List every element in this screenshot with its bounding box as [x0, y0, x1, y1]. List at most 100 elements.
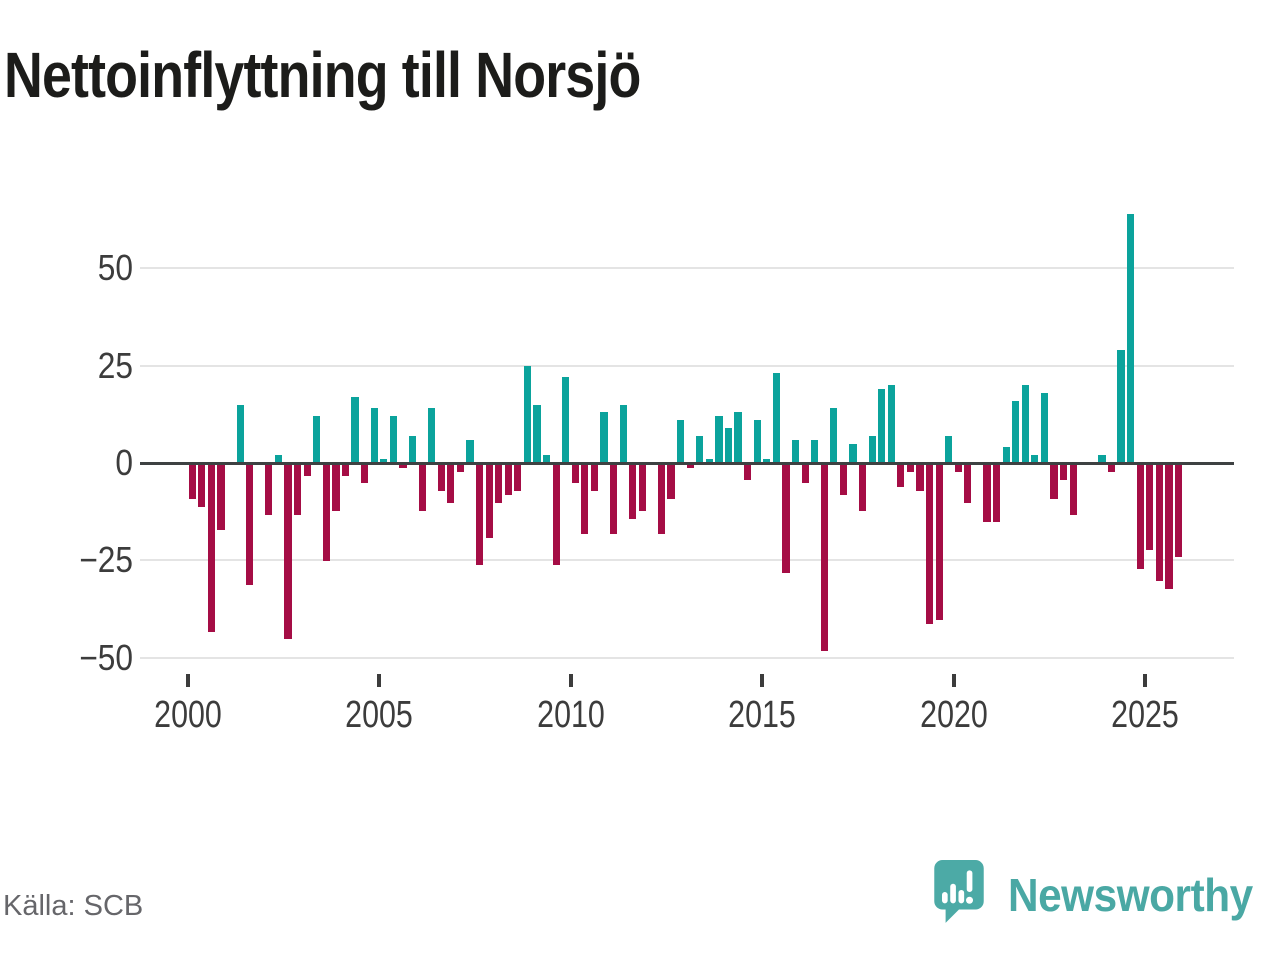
negative-bar — [571, 464, 579, 484]
negative-bar — [638, 464, 646, 511]
negative-bar — [495, 464, 503, 503]
x-axis-label: 2025 — [1111, 694, 1179, 736]
positive-bar — [724, 427, 733, 463]
x-axis-tick — [951, 674, 956, 687]
negative-bar — [341, 464, 350, 476]
positive-bar — [408, 435, 417, 463]
positive-bar — [1031, 455, 1039, 463]
negative-bar — [581, 464, 589, 535]
x-axis-tick — [568, 674, 573, 687]
positive-bar — [313, 416, 321, 463]
negative-bar — [629, 464, 637, 519]
positive-bar — [696, 435, 704, 463]
positive-bar — [1002, 447, 1010, 463]
negative-bar — [858, 464, 867, 511]
negative-bar — [964, 464, 972, 503]
positive-bar — [734, 412, 742, 463]
positive-bar — [772, 373, 780, 463]
negative-bar — [906, 464, 914, 472]
negative-bar — [744, 464, 752, 480]
negative-bar — [657, 464, 666, 535]
positive-bar — [600, 412, 608, 463]
grid-line — [140, 656, 1234, 659]
y-axis-label: 0 — [115, 442, 133, 483]
negative-bar — [820, 464, 828, 651]
negative-bar — [1060, 464, 1068, 480]
negative-bar — [1146, 464, 1154, 550]
positive-bar — [562, 377, 570, 463]
x-axis-tick — [760, 674, 764, 687]
negative-bar — [188, 464, 196, 500]
negative-bar — [1107, 464, 1116, 472]
positive-bar — [763, 459, 771, 463]
negative-bar — [1165, 464, 1173, 589]
positive-bar — [380, 459, 388, 463]
positive-bar — [945, 435, 953, 463]
positive-bar — [791, 439, 800, 463]
bar-chart-speech-bubble-icon — [932, 858, 986, 931]
positive-bar — [533, 404, 541, 463]
positive-bar — [1012, 400, 1020, 463]
newsworthy-wordmark: Newsworthy — [1008, 868, 1253, 921]
negative-bar — [1174, 464, 1183, 558]
positive-bar — [1021, 385, 1029, 463]
negative-bar — [667, 464, 675, 500]
positive-bar — [715, 416, 723, 463]
positive-bar — [370, 408, 378, 463]
negative-bar — [418, 464, 426, 511]
positive-bar — [1040, 392, 1049, 463]
source-note: Källa: SCB — [3, 890, 144, 922]
x-axis-label: 2005 — [345, 694, 413, 736]
x-axis-label: 2000 — [153, 694, 222, 736]
newsworthy-logo: Newsworthy — [932, 858, 1274, 931]
negative-bar — [485, 464, 493, 538]
y-axis-label: 50 — [97, 247, 133, 289]
page-title: Nettoinflyttning till Norsjö — [4, 39, 641, 111]
positive-bar — [878, 388, 886, 463]
positive-bar — [542, 455, 551, 463]
positive-bar — [811, 439, 819, 463]
y-axis-label: −25 — [79, 539, 133, 581]
negative-bar — [514, 464, 522, 492]
positive-bar — [1127, 213, 1135, 463]
negative-bar — [475, 464, 484, 566]
negative-bar — [399, 464, 407, 468]
negative-bar — [590, 464, 599, 492]
negative-bar — [246, 464, 254, 585]
positive-bar — [849, 443, 857, 463]
negative-bar — [782, 464, 790, 574]
negative-bar — [1050, 464, 1058, 500]
x-axis-label: 2020 — [919, 694, 988, 736]
x-axis-label: 2010 — [536, 694, 605, 736]
negative-bar — [198, 464, 206, 507]
negative-bar — [610, 464, 618, 535]
negative-bar — [447, 464, 455, 503]
negative-bar — [207, 464, 216, 632]
negative-bar — [954, 464, 962, 472]
negative-bar — [437, 464, 445, 492]
positive-bar — [753, 420, 761, 463]
grid-line — [140, 559, 1234, 562]
negative-bar — [686, 464, 694, 468]
negative-bar — [284, 464, 292, 640]
positive-bar — [1117, 350, 1125, 463]
positive-bar — [236, 404, 244, 463]
grid-line — [140, 267, 1234, 270]
y-axis-label: −50 — [79, 636, 133, 678]
negative-bar — [265, 464, 273, 515]
positive-bar — [619, 404, 627, 463]
negative-bar — [456, 464, 464, 472]
x-axis-tick — [377, 674, 381, 687]
negative-bar — [983, 464, 991, 523]
positive-bar — [428, 408, 436, 463]
positive-bar — [274, 455, 283, 463]
positive-bar — [466, 439, 474, 463]
negative-bar — [1136, 464, 1144, 570]
negative-bar — [332, 464, 340, 511]
positive-bar — [677, 420, 685, 463]
negative-bar — [839, 464, 847, 496]
negative-bar — [1155, 464, 1163, 581]
x-axis-label: 2015 — [728, 694, 796, 736]
negative-bar — [916, 464, 924, 492]
